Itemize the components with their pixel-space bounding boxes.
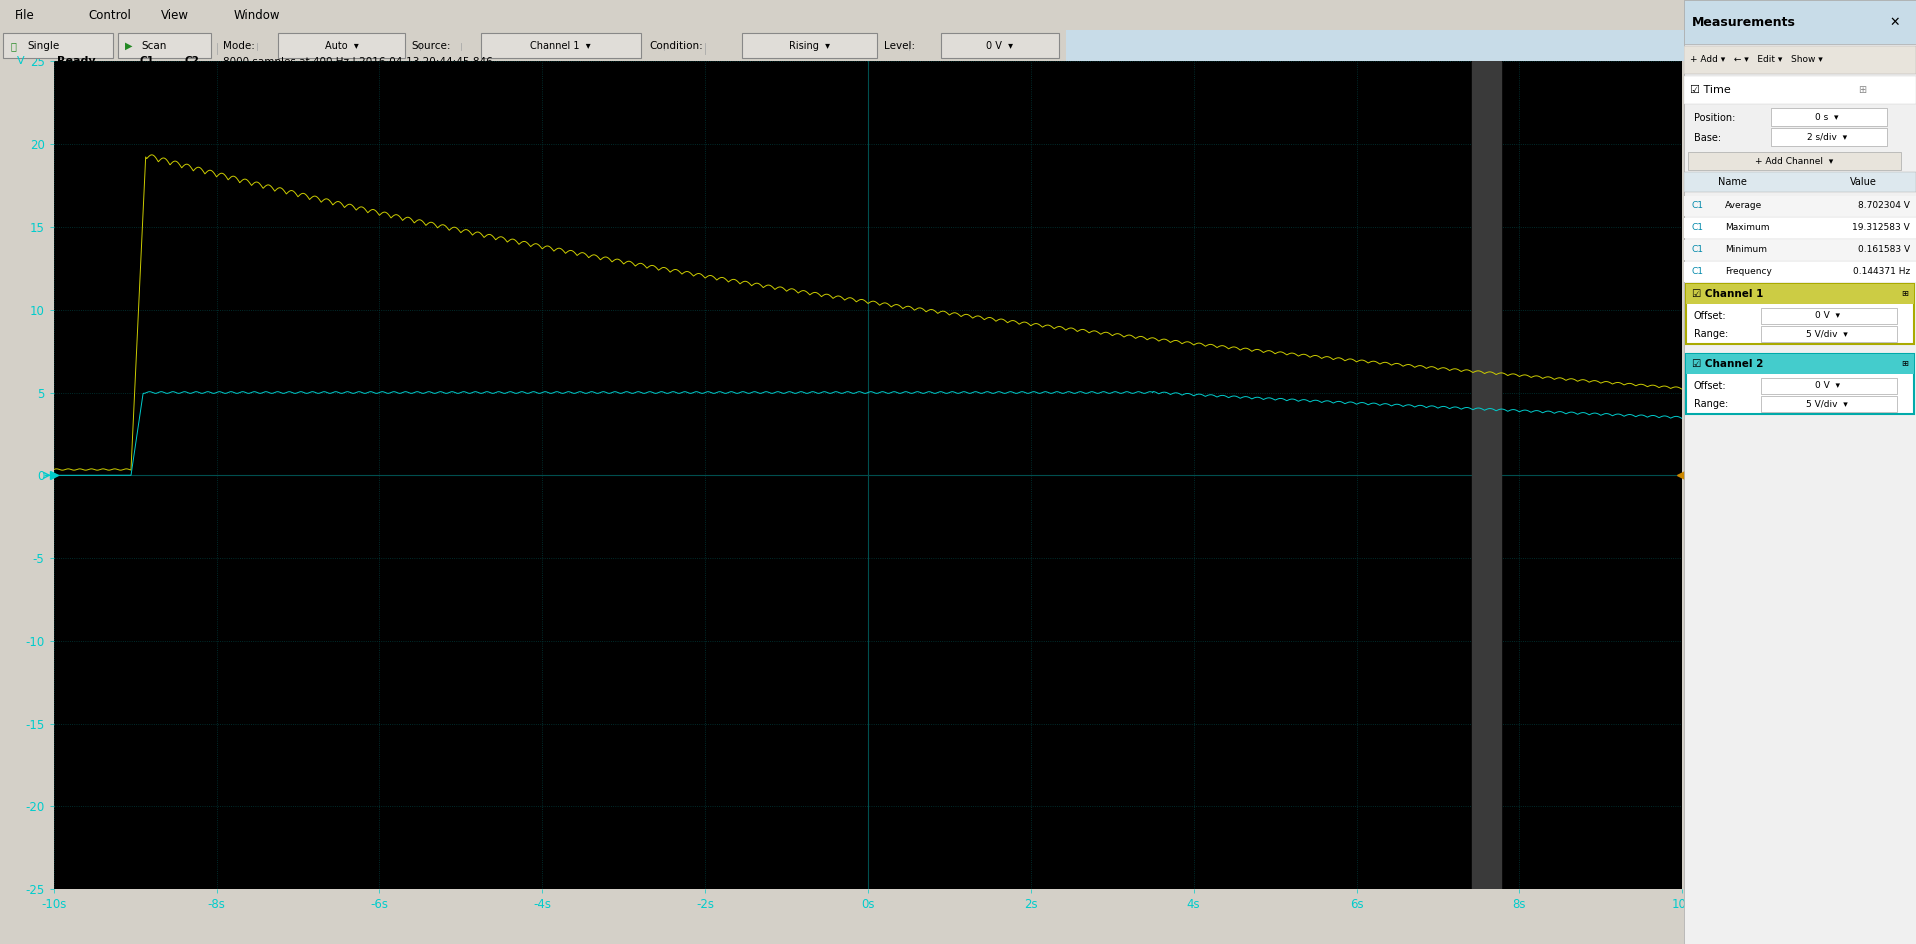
Text: ⊞: ⊞ xyxy=(1859,85,1866,95)
Bar xyxy=(1761,308,1897,324)
Bar xyxy=(4,33,113,59)
Text: ☑ Channel 2: ☑ Channel 2 xyxy=(1692,359,1763,369)
Text: Window: Window xyxy=(234,8,280,22)
Text: V: V xyxy=(21,40,29,53)
Text: ⊞: ⊞ xyxy=(1901,290,1908,298)
Bar xyxy=(1684,240,1916,260)
Bar xyxy=(481,33,640,59)
Text: C1: C1 xyxy=(1692,224,1703,232)
Text: ⊞: ⊞ xyxy=(1901,360,1908,368)
Text: ☑ Time: ☑ Time xyxy=(1690,85,1730,95)
Text: 0.161583 V: 0.161583 V xyxy=(1859,245,1910,255)
Text: Rising  ▾: Rising ▾ xyxy=(789,41,830,51)
Bar xyxy=(1684,218,1916,238)
Text: C1: C1 xyxy=(1692,267,1703,277)
Text: Name: Name xyxy=(1719,177,1747,187)
Text: Measurements: Measurements xyxy=(1692,15,1795,28)
Text: 5 V/div  ▾: 5 V/div ▾ xyxy=(1807,399,1849,409)
Bar xyxy=(1471,61,1502,889)
Text: ✕: ✕ xyxy=(1889,15,1901,28)
Text: ⏮: ⏮ xyxy=(10,41,15,51)
Text: Maximum: Maximum xyxy=(1724,224,1768,232)
Text: Auto  ▾: Auto ▾ xyxy=(324,41,358,51)
Bar xyxy=(1684,196,1916,216)
Text: View: View xyxy=(161,8,190,22)
Text: ▶: ▶ xyxy=(125,41,132,51)
Bar xyxy=(1684,76,1916,104)
Bar xyxy=(1684,172,1916,192)
Text: ☑ Channel 1: ☑ Channel 1 xyxy=(1692,289,1763,299)
Text: Base:: Base: xyxy=(1694,133,1721,143)
Bar xyxy=(1684,46,1916,74)
Text: Level:: Level: xyxy=(883,41,914,51)
Bar xyxy=(1686,354,1914,374)
Text: Control: Control xyxy=(88,8,130,22)
Text: Frequency: Frequency xyxy=(1724,267,1772,277)
Bar xyxy=(1686,284,1914,344)
Bar xyxy=(741,33,878,59)
Text: 0 V  ▾: 0 V ▾ xyxy=(1814,312,1839,321)
Text: Single: Single xyxy=(27,41,59,51)
Text: 8000 samples at 400 Hz | 2016-04-13 20:44:45.846: 8000 samples at 400 Hz | 2016-04-13 20:4… xyxy=(222,56,492,67)
Text: 8.702304 V: 8.702304 V xyxy=(1859,201,1910,211)
Text: Minimum: Minimum xyxy=(1724,245,1767,255)
Bar xyxy=(1688,152,1901,170)
Text: Condition:: Condition: xyxy=(650,41,703,51)
Text: Range:: Range: xyxy=(1694,399,1728,409)
Text: 0 s  ▾: 0 s ▾ xyxy=(1814,112,1839,122)
Text: Ready: Ready xyxy=(57,57,96,66)
Text: Channel 1  ▾: Channel 1 ▾ xyxy=(531,41,590,51)
Text: 0 V  ▾: 0 V ▾ xyxy=(1814,381,1839,391)
Text: + Add ▾   ← ▾   Edit ▾   Show ▾: + Add ▾ ← ▾ Edit ▾ Show ▾ xyxy=(1690,56,1822,64)
Text: Range:: Range: xyxy=(1694,329,1728,339)
Bar xyxy=(941,33,1060,59)
Text: + Add Channel  ▾: + Add Channel ▾ xyxy=(1755,157,1834,165)
Bar xyxy=(1770,128,1887,146)
Text: 2 s/div  ▾: 2 s/div ▾ xyxy=(1807,132,1847,142)
Bar xyxy=(1761,326,1897,342)
Text: File: File xyxy=(15,8,34,22)
Text: 0 V  ▾: 0 V ▾ xyxy=(987,41,1014,51)
Bar xyxy=(278,33,404,59)
Text: Value: Value xyxy=(1849,177,1876,187)
Text: Source:: Source: xyxy=(412,41,450,51)
Text: V: V xyxy=(17,57,25,66)
Bar xyxy=(1686,354,1914,414)
Text: Average: Average xyxy=(1724,201,1763,211)
Text: 19.312583 V: 19.312583 V xyxy=(1853,224,1910,232)
Text: 0.144371 Hz: 0.144371 Hz xyxy=(1853,267,1910,277)
Text: C1: C1 xyxy=(1692,201,1703,211)
Text: Offset:: Offset: xyxy=(1694,311,1726,321)
Bar xyxy=(1686,284,1914,304)
Bar xyxy=(1770,108,1887,126)
Bar xyxy=(119,33,211,59)
Text: C2: C2 xyxy=(184,57,199,66)
Bar xyxy=(1684,0,1916,44)
Bar xyxy=(1761,378,1897,394)
Bar xyxy=(1684,262,1916,282)
Text: 5 V/div  ▾: 5 V/div ▾ xyxy=(1807,329,1849,339)
Bar xyxy=(1065,30,1686,61)
Text: Scan: Scan xyxy=(142,41,167,51)
Text: Position:: Position: xyxy=(1694,113,1736,123)
Text: Mode:: Mode: xyxy=(222,41,255,51)
Bar xyxy=(1761,396,1897,412)
Text: Offset:: Offset: xyxy=(1694,381,1726,391)
Text: C1: C1 xyxy=(1692,245,1703,255)
Text: C1: C1 xyxy=(140,57,153,66)
